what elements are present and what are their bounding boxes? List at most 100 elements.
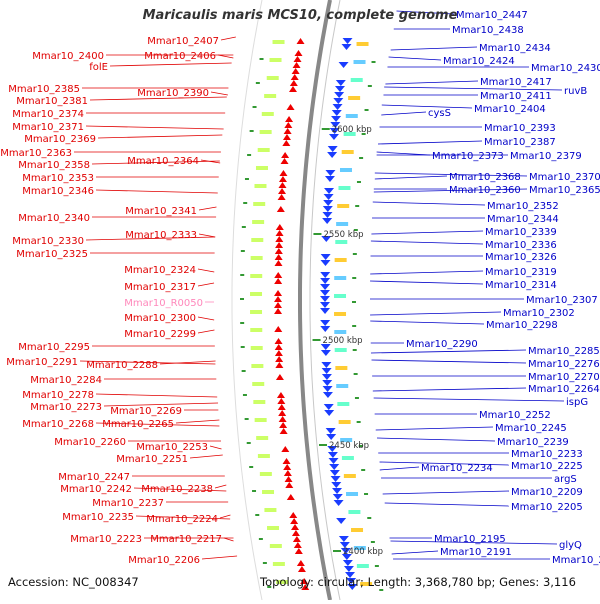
left-gene-label: Mmar10_2223: [70, 534, 142, 545]
cog-category-block: [250, 292, 263, 296]
cog-category-block: [346, 492, 359, 496]
reverse-gene-arrow: [321, 236, 332, 242]
forward-gene-arrow: [289, 80, 298, 86]
cog-category-block: [255, 166, 268, 170]
forward-gene-arrow: [301, 584, 310, 590]
reverse-gene-arrow: [330, 122, 341, 128]
reverse-gene-arrow: [335, 80, 346, 86]
cog-category-block: [252, 382, 265, 386]
right-label-leader-line: [370, 280, 484, 285]
reverse-gene-arrow: [320, 326, 331, 332]
reverse-gene-arrow: [331, 482, 342, 488]
reverse-gene-arrow: [332, 488, 343, 494]
cog-category-block: [335, 366, 348, 370]
gc-skew-mark: [353, 229, 358, 231]
cog-category-block: [250, 256, 263, 260]
reverse-gene-arrow: [336, 518, 347, 524]
left-gene-label: Mmar10_2400: [32, 51, 104, 62]
reverse-gene-arrow: [320, 296, 331, 302]
reverse-gene-arrow: [340, 548, 351, 554]
right-label-leader-line: [379, 461, 510, 466]
left-label-leader-line: [197, 268, 215, 273]
cog-category-block: [269, 58, 282, 62]
gc-skew-mark: [240, 250, 245, 252]
left-label-leader-line: [197, 282, 215, 287]
right-label-leader-line: [385, 80, 479, 85]
gc-skew-mark: [352, 253, 357, 255]
forward-gene-arrow: [296, 560, 305, 566]
reverse-gene-arrow: [332, 104, 343, 110]
gc-skew-mark: [243, 202, 248, 204]
forward-gene-arrow: [300, 578, 309, 584]
forward-gene-arrow: [282, 458, 291, 464]
forward-gene-arrow: [282, 140, 291, 146]
cog-category-block: [334, 348, 347, 352]
reverse-gene-arrow: [341, 554, 352, 560]
right-gene-label: ispG: [566, 397, 588, 408]
backbone-group: [231, 0, 341, 601]
cog-category-block: [264, 508, 277, 512]
left-label-leader-line: [79, 360, 216, 365]
gc-skew-mark: [367, 85, 372, 87]
left-gene-label: Mmar10_2278: [22, 390, 94, 401]
left-label-leader-line: [201, 555, 238, 560]
cog-category-block: [262, 490, 275, 494]
reverse-gene-arrow: [334, 86, 345, 92]
ruler-tick-label: 2450 kbp: [329, 441, 369, 451]
cog-category-block: [261, 112, 274, 116]
gc-skew-mark: [241, 370, 246, 372]
left-label-leader-line: [135, 515, 231, 520]
reverse-gene-arrow: [346, 578, 357, 584]
reverse-gene-arrow: [345, 572, 356, 578]
cog-category-block: [343, 474, 356, 478]
right-label-leader-line: [370, 349, 527, 354]
left-gene-label: Mmar10_2235: [62, 512, 134, 523]
label-group: Mmar10_2407 Mmar10_2400 Mmar10_2406 folE Mma…: [0, 10, 600, 566]
cog-category-block: [350, 78, 363, 82]
left-gene-label: Mmar10_2363: [0, 148, 72, 159]
reverse-gene-arrow: [341, 44, 352, 50]
reverse-gene-arrow: [347, 584, 358, 590]
cog-category-block: [250, 328, 263, 332]
cog-category-block: [252, 220, 265, 224]
gc-skew-mark: [354, 397, 359, 399]
left-gene-label: Mmar10_2238: [141, 484, 213, 495]
cog-category-block: [348, 510, 361, 514]
gc-skew-mark: [255, 82, 260, 84]
right-gene-label: Mmar10_2434: [479, 43, 551, 54]
right-gene-label: Mmar10_2417: [480, 77, 552, 88]
left-gene-label: Mmar10_2330: [12, 236, 84, 247]
right-gene-label: Mmar10_2276: [528, 359, 600, 370]
right-gene-label: Mmar10_2225: [511, 461, 583, 472]
reverse-gene-arrow: [323, 404, 334, 410]
right-gene-label: Mmar10_2191: [440, 547, 512, 558]
reverse-gene-arrow: [333, 500, 344, 506]
feature-track-group: [240, 38, 384, 591]
forward-gene-arrow: [278, 176, 287, 182]
forward-gene-arrow: [284, 122, 293, 128]
reverse-gene-arrow: [320, 284, 331, 290]
cog-category-block: [254, 184, 267, 188]
right-label-leader-line: [374, 175, 448, 180]
left-label-leader-line: [97, 134, 223, 139]
reverse-gene-arrow: [342, 560, 353, 566]
reverse-gene-arrow: [327, 446, 338, 452]
left-gene-label: Mmar10_2251: [116, 454, 188, 465]
forward-gene-arrow: [275, 374, 284, 380]
right-gene-label: Mmar10_2239: [497, 437, 569, 448]
left-gene-label: Mmar10_2217: [150, 534, 222, 545]
gc-skew-mark: [241, 226, 246, 228]
right-label-leader-line: [376, 151, 431, 156]
right-gene-label: Mmar10_2365: [529, 185, 600, 196]
forward-gene-arrow: [276, 206, 285, 212]
ruler-tick-label: 2550 kbp: [323, 230, 363, 240]
gc-skew-mark: [355, 205, 360, 207]
right-gene-label: Mmar10_2344: [487, 214, 559, 225]
forward-gene-arrow: [283, 470, 292, 476]
left-label-leader-line: [133, 487, 227, 492]
right-gene-label: Mmar10_2245: [495, 423, 567, 434]
cog-category-block: [353, 546, 366, 550]
right-label-leader-line: [390, 46, 478, 51]
reverse-gene-arrow: [324, 410, 335, 416]
forward-gene-arrow: [291, 524, 300, 530]
